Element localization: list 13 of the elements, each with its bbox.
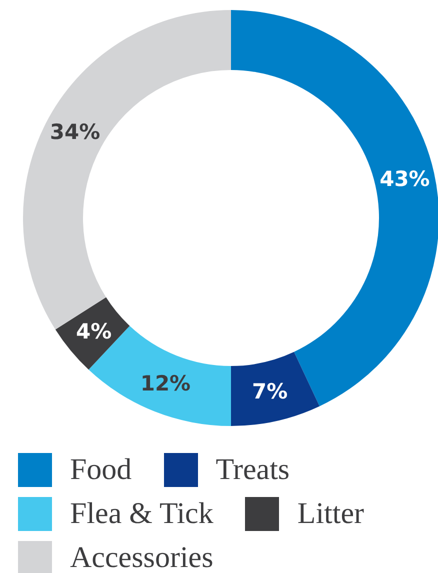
data-label: 4% [76, 319, 112, 344]
legend-label: Litter [297, 497, 364, 531]
data-label: 43% [380, 167, 430, 192]
legend-label: Accessories [70, 541, 214, 573]
donut-slice [231, 10, 438, 406]
donut-slice [231, 352, 320, 426]
legend-label: Treats [216, 453, 290, 487]
data-label: 34% [50, 120, 100, 144]
legend-label: Flea & Tick [70, 497, 214, 531]
donut-slice [55, 297, 130, 370]
data-label: 7% [252, 380, 288, 404]
legend-label: Food [70, 453, 132, 487]
data-label: 12% [140, 372, 191, 396]
